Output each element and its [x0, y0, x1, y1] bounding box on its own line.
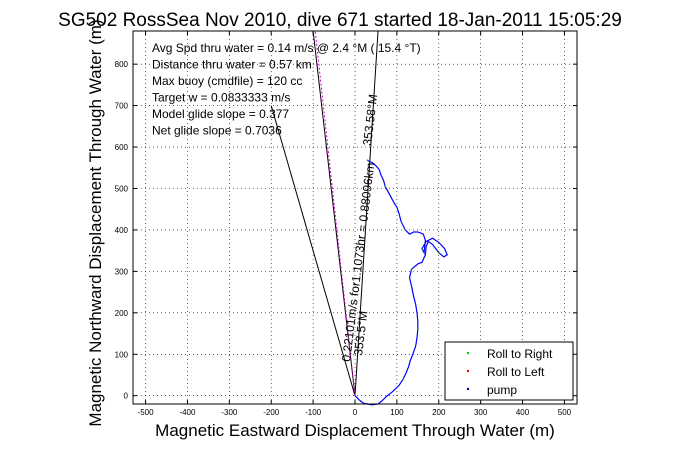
x-axis-label: Magnetic Eastward Displacement Through W…: [155, 421, 555, 440]
y-axis-label: Magnetic Northward Displacement Through …: [86, 19, 105, 426]
annotation-line: Avg Spd thru water = 0.14 m/s @ 2.4 °M (…: [152, 41, 421, 55]
x-tick-label: 400: [516, 408, 530, 417]
current-vector-line: [314, 30, 356, 396]
annotation-line: Model glide slope = 0.377: [152, 107, 289, 121]
heading-lines: [270, 30, 379, 396]
y-tick-label: 0: [124, 392, 129, 401]
data-point: [404, 229, 407, 231]
ticks: -500 -400 -300 -200 -100 0 100 200 300 400 500 0 100…: [115, 31, 577, 417]
x-tick-label: 300: [474, 408, 488, 417]
chart-title: SG502 RossSea Nov 2010, dive 671 started…: [58, 10, 622, 31]
legend-marker: [466, 351, 470, 355]
annotation-line: Target w = 0.0833333 m/s: [152, 91, 290, 105]
heading-line-net: [270, 105, 356, 396]
legend-label: pump: [487, 383, 517, 397]
y-tick-label: 100: [115, 350, 129, 359]
annotations: Avg Spd thru water = 0.14 m/s @ 2.4 °M (…: [152, 41, 421, 138]
legend-label: Roll to Right: [487, 347, 553, 361]
series-line-0: [354, 159, 448, 406]
y-tick-label: 700: [115, 102, 129, 111]
annotation-line: Distance thru water = 0.57 km: [152, 58, 312, 72]
data-point: [366, 159, 369, 162]
annotation-line: Net glide slope = 0.7036: [152, 124, 282, 138]
data-point: [416, 328, 419, 331]
vector-label: 353.58°M: [360, 94, 380, 147]
y-tick-label: 200: [115, 309, 129, 318]
legend: Roll to Right Roll to Left pump: [444, 341, 574, 401]
series: [354, 159, 448, 406]
x-tick-label: -400: [179, 408, 196, 417]
data-point: [437, 251, 440, 254]
data-point: [421, 247, 423, 250]
y-tick-label: 800: [115, 60, 129, 69]
y-tick-label: 300: [115, 267, 129, 276]
x-tick-label: 500: [558, 408, 572, 417]
x-tick-label: 0: [353, 408, 358, 417]
annotation-line: Max buoy (cmdfile) = 120 cc: [152, 74, 302, 88]
x-tick-label: 100: [390, 408, 404, 417]
x-tick-label: 200: [432, 408, 446, 417]
x-tick-label: -100: [305, 408, 322, 417]
x-tick-label: -300: [221, 408, 238, 417]
legend-marker: [466, 387, 470, 391]
x-tick-label: -500: [138, 408, 155, 417]
y-tick-label: 400: [115, 226, 129, 235]
legend-marker: [466, 369, 470, 373]
data-point: [410, 268, 413, 271]
legend-label: Roll to Left: [487, 365, 545, 379]
y-tick-label: 500: [115, 184, 129, 193]
legend-box: [444, 341, 574, 401]
vector-label: 353.5°M: [351, 310, 370, 356]
data-point: [402, 378, 405, 381]
heading-line-heading: [354, 30, 379, 396]
data-point: [384, 185, 387, 188]
x-tick-label: -200: [263, 408, 280, 417]
y-tick-label: 600: [115, 143, 129, 152]
